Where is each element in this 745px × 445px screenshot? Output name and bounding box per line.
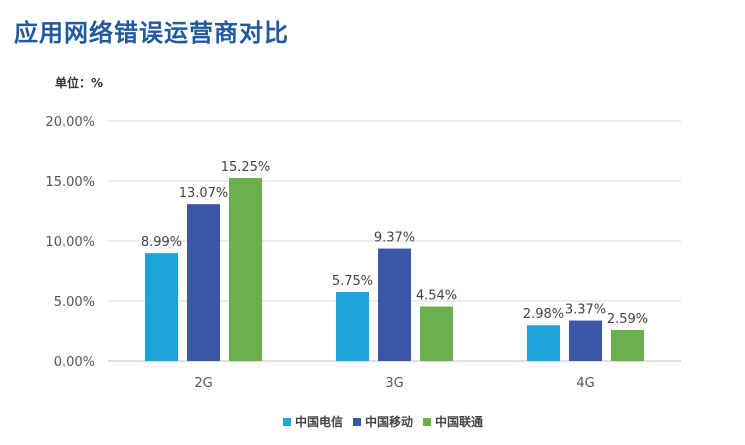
bar <box>336 292 369 361</box>
legend-label: 中国联通 <box>435 414 483 429</box>
data-label: 5.75% <box>332 274 373 289</box>
data-label: 15.25% <box>221 160 271 175</box>
bar <box>229 178 262 361</box>
legend-swatch <box>353 418 361 426</box>
bar <box>527 325 560 361</box>
bar <box>145 253 178 361</box>
y-tick-label: 0.00% <box>54 355 95 370</box>
y-tick-label: 20.00% <box>45 115 95 130</box>
bar <box>378 248 411 361</box>
data-label: 4.54% <box>416 289 457 304</box>
bar <box>187 204 220 361</box>
legend-label: 中国电信 <box>295 414 343 429</box>
bar <box>569 320 602 361</box>
x-tick-label: 4G <box>576 376 594 391</box>
bar <box>420 306 453 361</box>
page-title: 应用网络错误运营商对比 <box>14 19 289 47</box>
data-label: 8.99% <box>141 235 182 250</box>
unit-label: 单位：% <box>55 75 103 90</box>
legend-swatch <box>283 418 291 426</box>
bar <box>611 329 644 361</box>
data-label: 2.59% <box>607 312 648 327</box>
y-tick-label: 10.00% <box>45 235 95 250</box>
y-tick-label: 15.00% <box>45 175 95 190</box>
legend-label: 中国移动 <box>365 414 413 429</box>
x-tick-label: 3G <box>385 376 403 391</box>
data-label: 9.37% <box>374 231 415 246</box>
data-label: 13.07% <box>179 186 229 201</box>
data-label: 3.37% <box>565 303 606 318</box>
data-label: 2.98% <box>523 307 564 322</box>
y-tick-label: 5.00% <box>54 295 95 310</box>
legend-swatch <box>423 418 431 426</box>
x-tick-label: 2G <box>194 376 212 391</box>
